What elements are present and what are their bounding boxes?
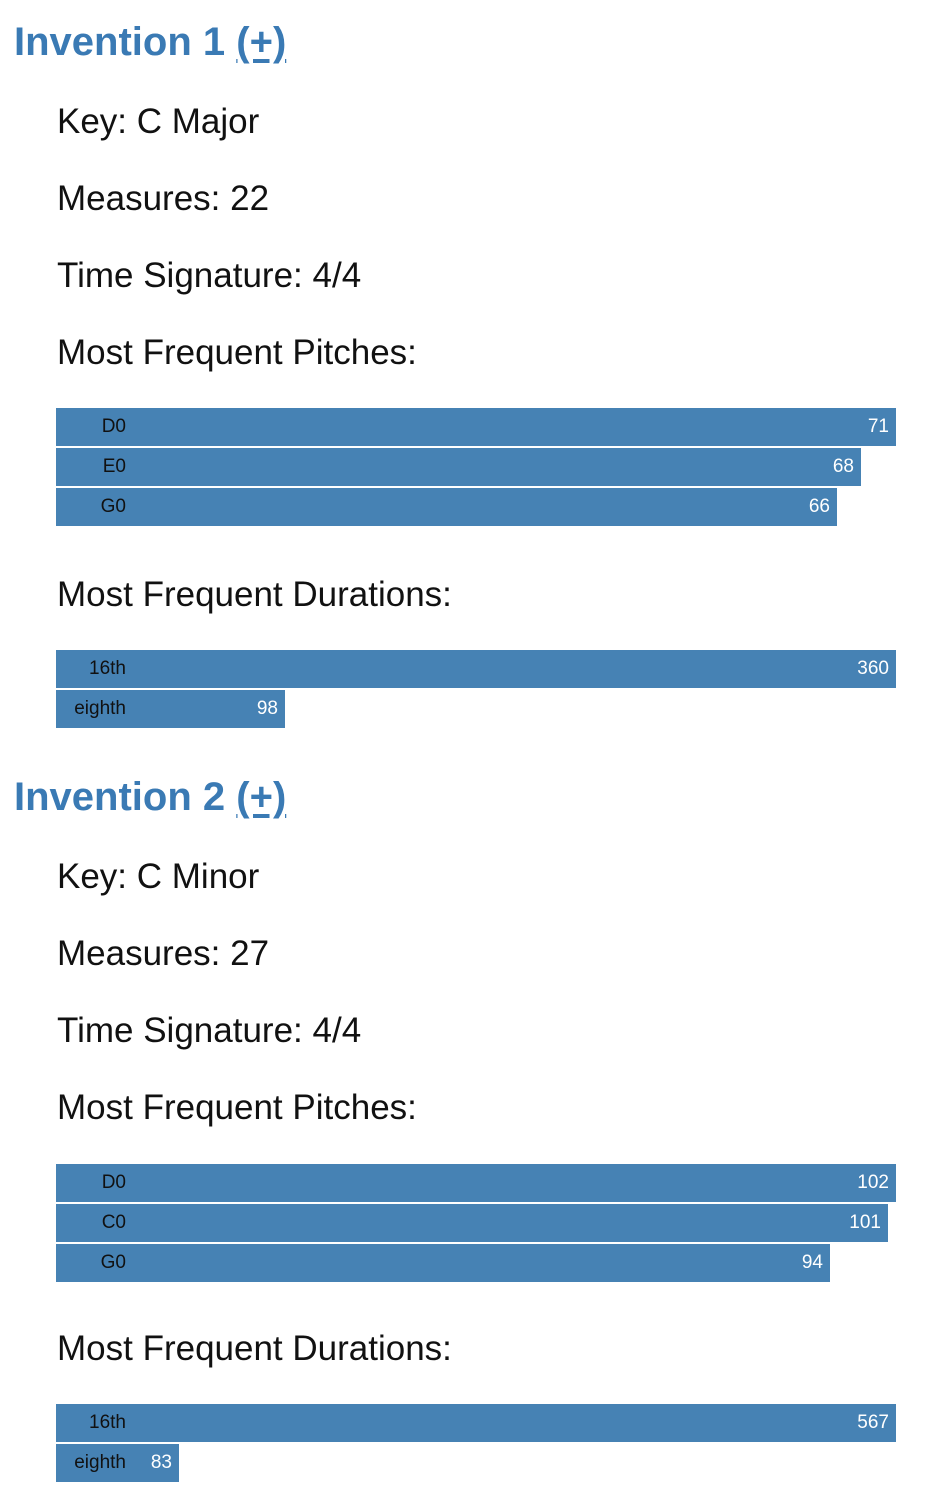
- bar-category-label: D0: [101, 416, 126, 437]
- invention-title: Invention 2 (+): [14, 773, 286, 821]
- bar-category-label: C0: [101, 1212, 126, 1233]
- bar-category-label: D0: [101, 1172, 126, 1193]
- bar-value-label: 71: [867, 416, 889, 437]
- bar-16th: 16th 360: [56, 650, 896, 688]
- bar-eighth: eighth 83: [56, 1444, 179, 1482]
- bar-g0: G0 94: [56, 1244, 830, 1282]
- time-signature-label: Time Signature:: [57, 256, 303, 295]
- bar-d0: D0 71: [56, 408, 896, 446]
- bar-d0: D0 102: [56, 1164, 896, 1202]
- measures-label: Measures:: [57, 934, 221, 973]
- measures-value: 27: [230, 934, 270, 973]
- bar-category-label: 16th: [89, 658, 126, 679]
- bar-value-label: 94: [801, 1252, 823, 1273]
- bar-g0: G0 66: [56, 488, 837, 526]
- time-signature-value: 4/4: [312, 256, 362, 295]
- expand-toggle-link[interactable]: (+): [236, 20, 287, 64]
- pitches-heading: Most Frequent Pitches:: [57, 1088, 417, 1127]
- time-signature-label: Time Signature:: [57, 1011, 303, 1050]
- bar-category-label: G0: [100, 1252, 126, 1273]
- key-label: Key:: [57, 857, 128, 896]
- pitches-bar-chart: D0 102 C0 101 G0 94: [56, 1164, 896, 1284]
- measures-label: Measures:: [57, 179, 221, 218]
- bar-value-label: 360: [857, 658, 889, 679]
- expand-toggle-link[interactable]: (+): [236, 775, 287, 819]
- bar-eighth: eighth 98: [56, 690, 285, 728]
- time-signature-info: Time Signature: 4/4: [57, 1011, 361, 1051]
- durations-bar-chart: 16th 567 eighth 83: [56, 1404, 896, 1484]
- bar-value-label: 102: [857, 1172, 889, 1193]
- key-value: C Major: [136, 102, 260, 141]
- invention-title-text: Invention 1: [14, 20, 226, 64]
- durations-heading: Most Frequent Durations:: [57, 575, 452, 614]
- bar-category-label: eighth: [74, 1452, 126, 1473]
- bar-16th: 16th 567: [56, 1404, 896, 1442]
- bar-value-label: 83: [150, 1452, 172, 1473]
- bar-value-label: 68: [832, 456, 854, 477]
- key-value: C Minor: [136, 857, 260, 896]
- bar-category-label: E0: [102, 456, 126, 477]
- time-signature-value: 4/4: [312, 1011, 362, 1050]
- bar-e0: E0 68: [56, 448, 861, 486]
- key-info: Key: C Major: [57, 102, 259, 142]
- bar-value-label: 567: [857, 1412, 889, 1433]
- measures-info: Measures: 22: [57, 179, 269, 219]
- bar-category-label: eighth: [74, 698, 126, 719]
- durations-bar-chart: 16th 360 eighth 98: [56, 650, 896, 730]
- key-info: Key: C Minor: [57, 857, 259, 897]
- measures-value: 22: [230, 179, 270, 218]
- bar-category-label: 16th: [89, 1412, 126, 1433]
- durations-heading: Most Frequent Durations:: [57, 1329, 452, 1368]
- bar-value-label: 98: [256, 698, 278, 719]
- invention-title-text: Invention 2: [14, 775, 226, 819]
- pitches-heading: Most Frequent Pitches:: [57, 333, 417, 372]
- key-label: Key:: [57, 102, 128, 141]
- time-signature-info: Time Signature: 4/4: [57, 256, 361, 296]
- measures-info: Measures: 27: [57, 934, 269, 974]
- invention-title: Invention 1 (+): [14, 18, 286, 66]
- bar-value-label: 101: [849, 1212, 881, 1233]
- bar-c0: C0 101: [56, 1204, 888, 1242]
- bar-value-label: 66: [808, 496, 830, 517]
- pitches-bar-chart: D0 71 E0 68 G0 66: [56, 408, 896, 528]
- bar-category-label: G0: [100, 496, 126, 517]
